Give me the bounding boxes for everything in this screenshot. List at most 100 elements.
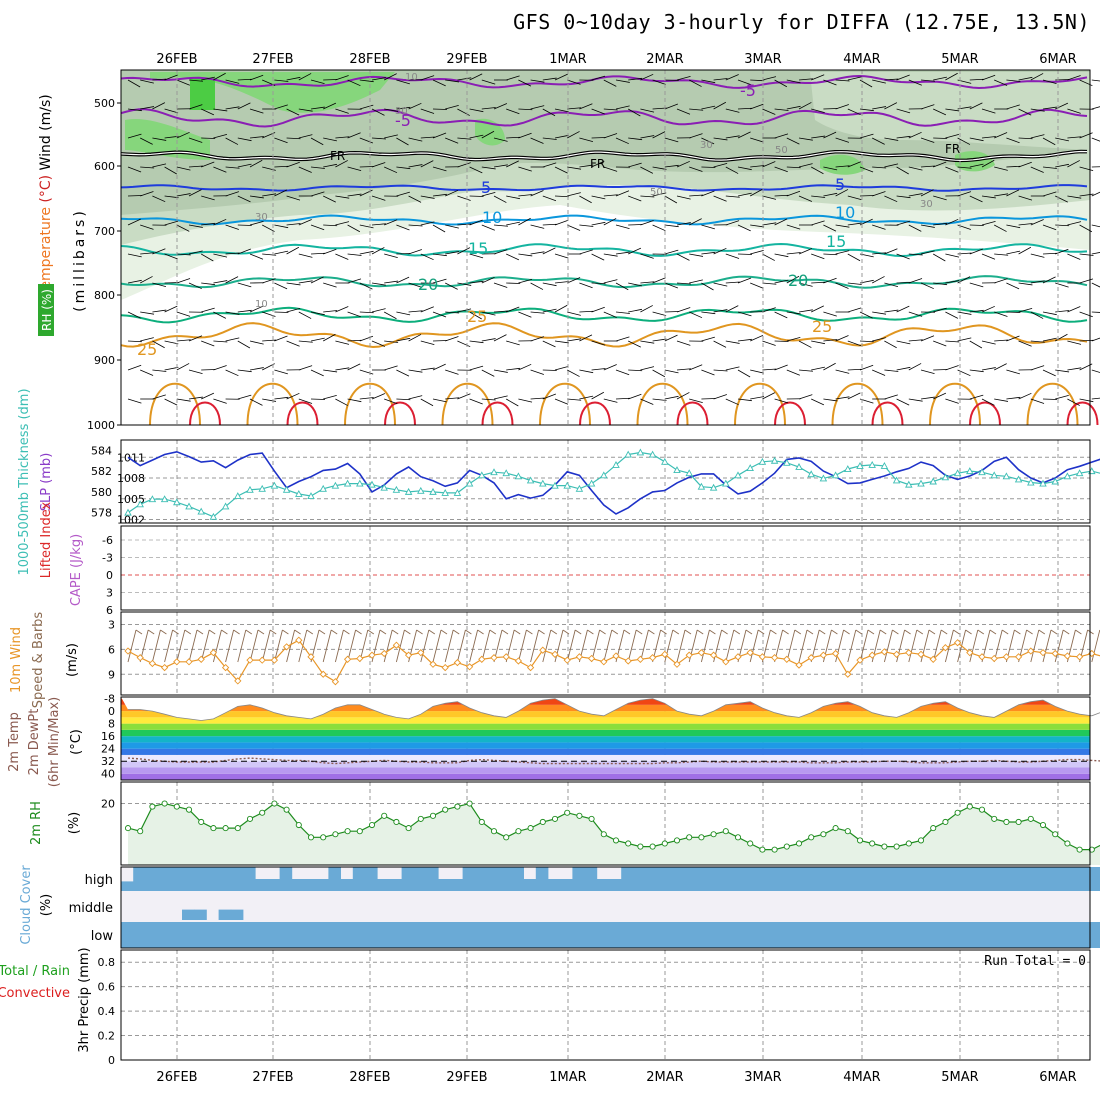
wind-barb: [188, 79, 203, 82]
wind-barb: [884, 340, 897, 349]
isotherm-30-loop: [149, 382, 201, 426]
wind-barb: [798, 137, 813, 141]
wind-barb: [127, 398, 142, 404]
isotherm-35-loop: [579, 401, 611, 426]
wind10-barb: [725, 629, 735, 663]
wind-barb: [1018, 161, 1032, 168]
axis-label-part: (m/s): [65, 643, 80, 677]
wind-barb: [798, 340, 812, 348]
wind-barb: [213, 398, 227, 404]
wind-barb: [945, 311, 959, 319]
cloud-bar-high: [1048, 867, 1061, 891]
rh2m-point: [881, 843, 888, 850]
wind10-point: [856, 656, 864, 664]
temp-mask: [121, 697, 1100, 721]
cloud-bar-high: [426, 867, 439, 891]
rh2m-point: [405, 825, 412, 832]
wind-barb: [530, 79, 545, 83]
wind10-barb-flag: [416, 629, 423, 635]
wind-barb: [981, 253, 996, 260]
wind-barb: [213, 280, 228, 284]
temp-tick-label: -8: [104, 693, 115, 706]
wind-barb: [518, 217, 531, 226]
wind-barb: [469, 253, 484, 259]
temp-tick-label: 24: [101, 743, 115, 756]
wind-barb: [920, 282, 934, 290]
wind-barb: [908, 339, 923, 342]
wind-barb: [945, 398, 959, 404]
cloud-bar-high: [975, 867, 988, 891]
cloud-bar-high: [560, 879, 573, 891]
thickness-point: [636, 448, 645, 456]
cloud-bar-high: [243, 867, 256, 891]
wind-barb: [786, 369, 800, 376]
wind-barb: [786, 105, 801, 110]
date-label-top: 27FEB: [252, 52, 293, 67]
wind-barb: [140, 252, 155, 255]
wind-barb: [1030, 134, 1045, 139]
cloud-bar-low: [645, 922, 659, 948]
isotherm-15: [120, 242, 1088, 258]
wind10-barb: [420, 629, 430, 663]
wind-barb: [920, 335, 935, 342]
wind-barb: [933, 282, 948, 286]
wind-barb: [396, 79, 410, 85]
wind-barb: [725, 108, 740, 113]
cloud-bar-high: [499, 867, 512, 891]
panel-border-temp2m: [120, 696, 1091, 781]
wind-barb: [750, 282, 764, 289]
wind-barb: [249, 74, 264, 81]
rh-label: 10: [405, 72, 418, 83]
rh-label-text: RH (%): [40, 289, 54, 331]
wind-barb: [994, 224, 1007, 232]
wind-barb: [640, 366, 655, 371]
wind-barb: [420, 136, 435, 139]
wind10-barb-flag: [355, 629, 362, 635]
wind-barb: [298, 219, 312, 226]
wind-barb: [981, 220, 996, 226]
wind-barb: [506, 160, 519, 168]
wind-barb: [542, 247, 556, 255]
wind10-barb-flag: [147, 629, 155, 635]
wind-barb: [420, 340, 435, 346]
wind-barb: [908, 363, 922, 371]
cloud-bar-low: [877, 922, 890, 948]
wind-barb: [859, 79, 873, 88]
wind-barb: [1079, 278, 1094, 284]
wind-barb: [323, 310, 338, 313]
axis-label-part: 10m Wind: [9, 627, 24, 693]
wind10-barb-flag: [196, 629, 204, 635]
wind-barb: [176, 131, 190, 139]
wind-barb: [213, 340, 228, 343]
isotherm-30-loop: [441, 382, 494, 426]
wind-barb: [396, 369, 410, 377]
wind-barb: [323, 137, 337, 142]
wind10-point: [819, 651, 828, 659]
wind-barb: [1067, 195, 1082, 199]
wind-barb: [628, 393, 642, 400]
wind-barb: [920, 79, 935, 82]
date-label-top: 28FEB: [349, 52, 390, 67]
wind-barb: [835, 224, 850, 228]
slp-tick-label: 1005: [117, 493, 145, 506]
wind-barb: [432, 253, 447, 257]
thickness-point: [319, 484, 327, 492]
isotherm-label: FR: [945, 142, 960, 156]
wind-barb: [689, 253, 704, 257]
rh2m-point: [490, 828, 498, 835]
cloud-bar-low: [206, 922, 219, 948]
thickness-point: [478, 471, 486, 479]
thickness-point: [795, 463, 803, 470]
wind-barb: [737, 311, 752, 317]
wind-barb: [445, 224, 459, 229]
temp-color-band: [121, 754, 1090, 762]
wind-barb: [323, 102, 337, 110]
wind-barb: [750, 137, 764, 143]
wind10-barb-flag: [1014, 629, 1021, 635]
wind-barb: [225, 166, 240, 169]
wind10-barb: [1030, 629, 1040, 663]
wind-barb: [201, 195, 215, 201]
wind-barb: [310, 191, 325, 197]
wind-barb: [469, 73, 483, 81]
wind-barb: [445, 369, 459, 375]
